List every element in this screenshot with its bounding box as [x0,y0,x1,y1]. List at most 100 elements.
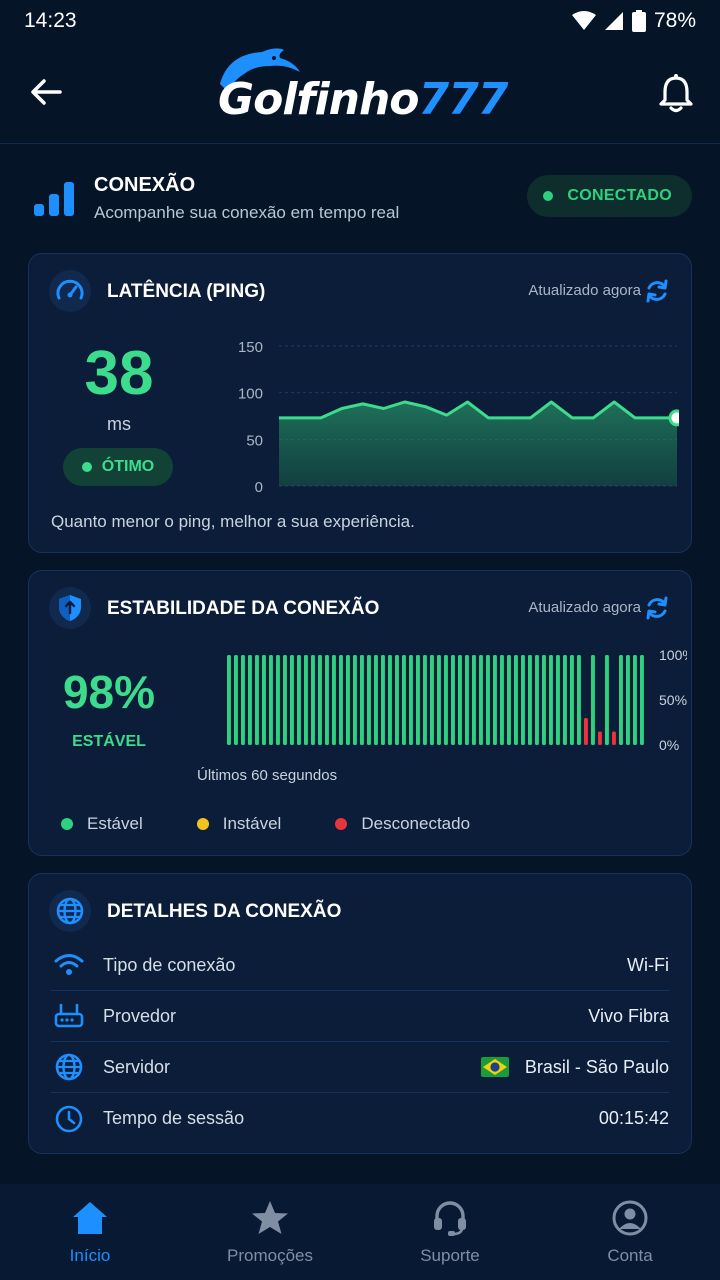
nav-label: Conta [607,1246,653,1265]
stability-legend: Estável Instável Desconectado [61,814,524,834]
stability-bar [563,655,567,745]
stability-bar [283,655,287,745]
latency-footnote: Quanto menor o ping, melhor a sua experi… [51,512,415,531]
stability-bar [535,655,539,745]
speedometer-icon-wrap [49,270,91,312]
stability-bar [248,655,252,745]
stability-value: 98% [62,666,156,718]
stability-bar [381,655,385,745]
stability-bar [549,655,553,745]
status-dot [543,191,554,201]
status-bar: 14:23 78% [0,0,720,42]
back-button[interactable] [26,72,66,112]
cell-signal-icon [604,12,623,30]
detail-label: Tipo de conexão [103,954,236,975]
stability-bar [479,655,483,745]
nav-label: Início [69,1246,111,1265]
refresh-icon[interactable] [645,278,669,304]
stability-title: ESTABILIDADE DA CONEXÃO [107,598,380,619]
stability-bar [227,655,231,745]
y-tick-label: 0% [659,737,679,753]
legend-dot-unstable [196,818,209,830]
legend-label: Instável [222,814,282,833]
stability-bar [304,655,308,745]
y-tick-label: 0 [255,479,263,494]
stability-bar [353,655,357,745]
home-icon [73,1202,107,1234]
stability-bar [437,655,441,745]
stability-bar [619,655,623,745]
nav-label: Promoções [227,1246,313,1265]
stability-bar [640,655,644,745]
stability-bar [633,655,637,745]
stability-bar [612,731,616,745]
notifications-button[interactable] [656,72,696,114]
connection-section-header: CONEXÃO Acompanhe sua conexão em tempo r… [30,168,692,232]
app-header: Golfinho777 [0,42,720,144]
detail-row-server: Servidor Brasil - São Paulo [51,1042,669,1093]
speedometer-icon [56,279,84,300]
stability-bar [605,655,609,745]
stability-bar [584,718,588,745]
star-icon [252,1201,288,1234]
section-subtitle: Acompanhe sua conexão em tempo real [94,203,400,222]
wifi-icon [51,953,87,977]
stability-bar [451,655,455,745]
latency-current-point [668,409,679,427]
server-location: Brasil - São Paulo [524,1056,669,1077]
stability-bar [458,655,462,745]
y-tick-label: 50% [659,692,687,708]
stability-bar [500,655,504,745]
globe-icon [51,1052,87,1082]
refresh-icon[interactable] [645,595,669,621]
stability-chart: 100% 50% 0% [227,649,687,753]
stability-caption: Últimos 60 segundos [197,767,338,784]
stability-bar [360,655,364,745]
details-card: DETALHES DA CONEXÃO Tipo de conexão Wi-F… [28,873,692,1154]
connection-status-badge: CONECTADO [527,175,692,217]
detail-row-provider: Provedor Vivo Fibra [51,991,669,1042]
shield-icon [59,595,81,621]
stability-bar [514,655,518,745]
status-icons: 78% [571,9,696,33]
detail-label: Provedor [103,1005,177,1026]
brazil-flag-icon [480,1057,509,1077]
latency-chart: 150 100 50 0 [238,339,679,494]
stability-bar [325,655,329,745]
brand-logo: Golfinho777 [214,44,508,140]
stability-bar [367,655,371,745]
stability-bar [465,655,469,745]
stability-bar [444,655,448,745]
stability-bar [269,655,273,745]
user-icon [612,1200,648,1236]
stability-bar [297,655,301,745]
latency-area [279,402,677,486]
legend-label: Estável [87,814,143,833]
details-title: DETALHES DA CONEXÃO [107,901,342,922]
legend-item-stable: Estável [61,814,143,834]
stability-label: ESTÁVEL [72,733,146,750]
wifi-signal-icon [571,11,596,30]
nav-label: Suporte [420,1246,480,1265]
nav-item-conta[interactable]: Conta [540,1184,720,1280]
stability-bar [507,655,511,745]
detail-label: Servidor [103,1056,171,1077]
stability-bar [339,655,343,745]
stability-bar [318,655,322,745]
stability-bar [528,655,532,745]
stability-bar [430,655,434,745]
detail-row-session-time: Tempo de sessão 00:15:42 [51,1093,669,1144]
nav-item-promocoes[interactable]: Promoções [180,1184,360,1280]
legend-label: Desconectado [361,814,471,833]
stability-bar [332,655,336,745]
y-tick-label: 100 [238,386,263,403]
nav-item-inicio[interactable]: Início [0,1184,180,1280]
stability-bar [556,655,560,745]
section-title: CONEXÃO [94,174,196,196]
y-tick-label: 100% [659,649,687,663]
stability-bar [486,655,490,745]
headset-icon [434,1201,466,1236]
nav-item-suporte[interactable]: Suporte [360,1184,540,1280]
legend-item-disconnected: Desconectado [335,814,470,834]
ping-quality-badge: ÓTIMO [63,448,173,486]
